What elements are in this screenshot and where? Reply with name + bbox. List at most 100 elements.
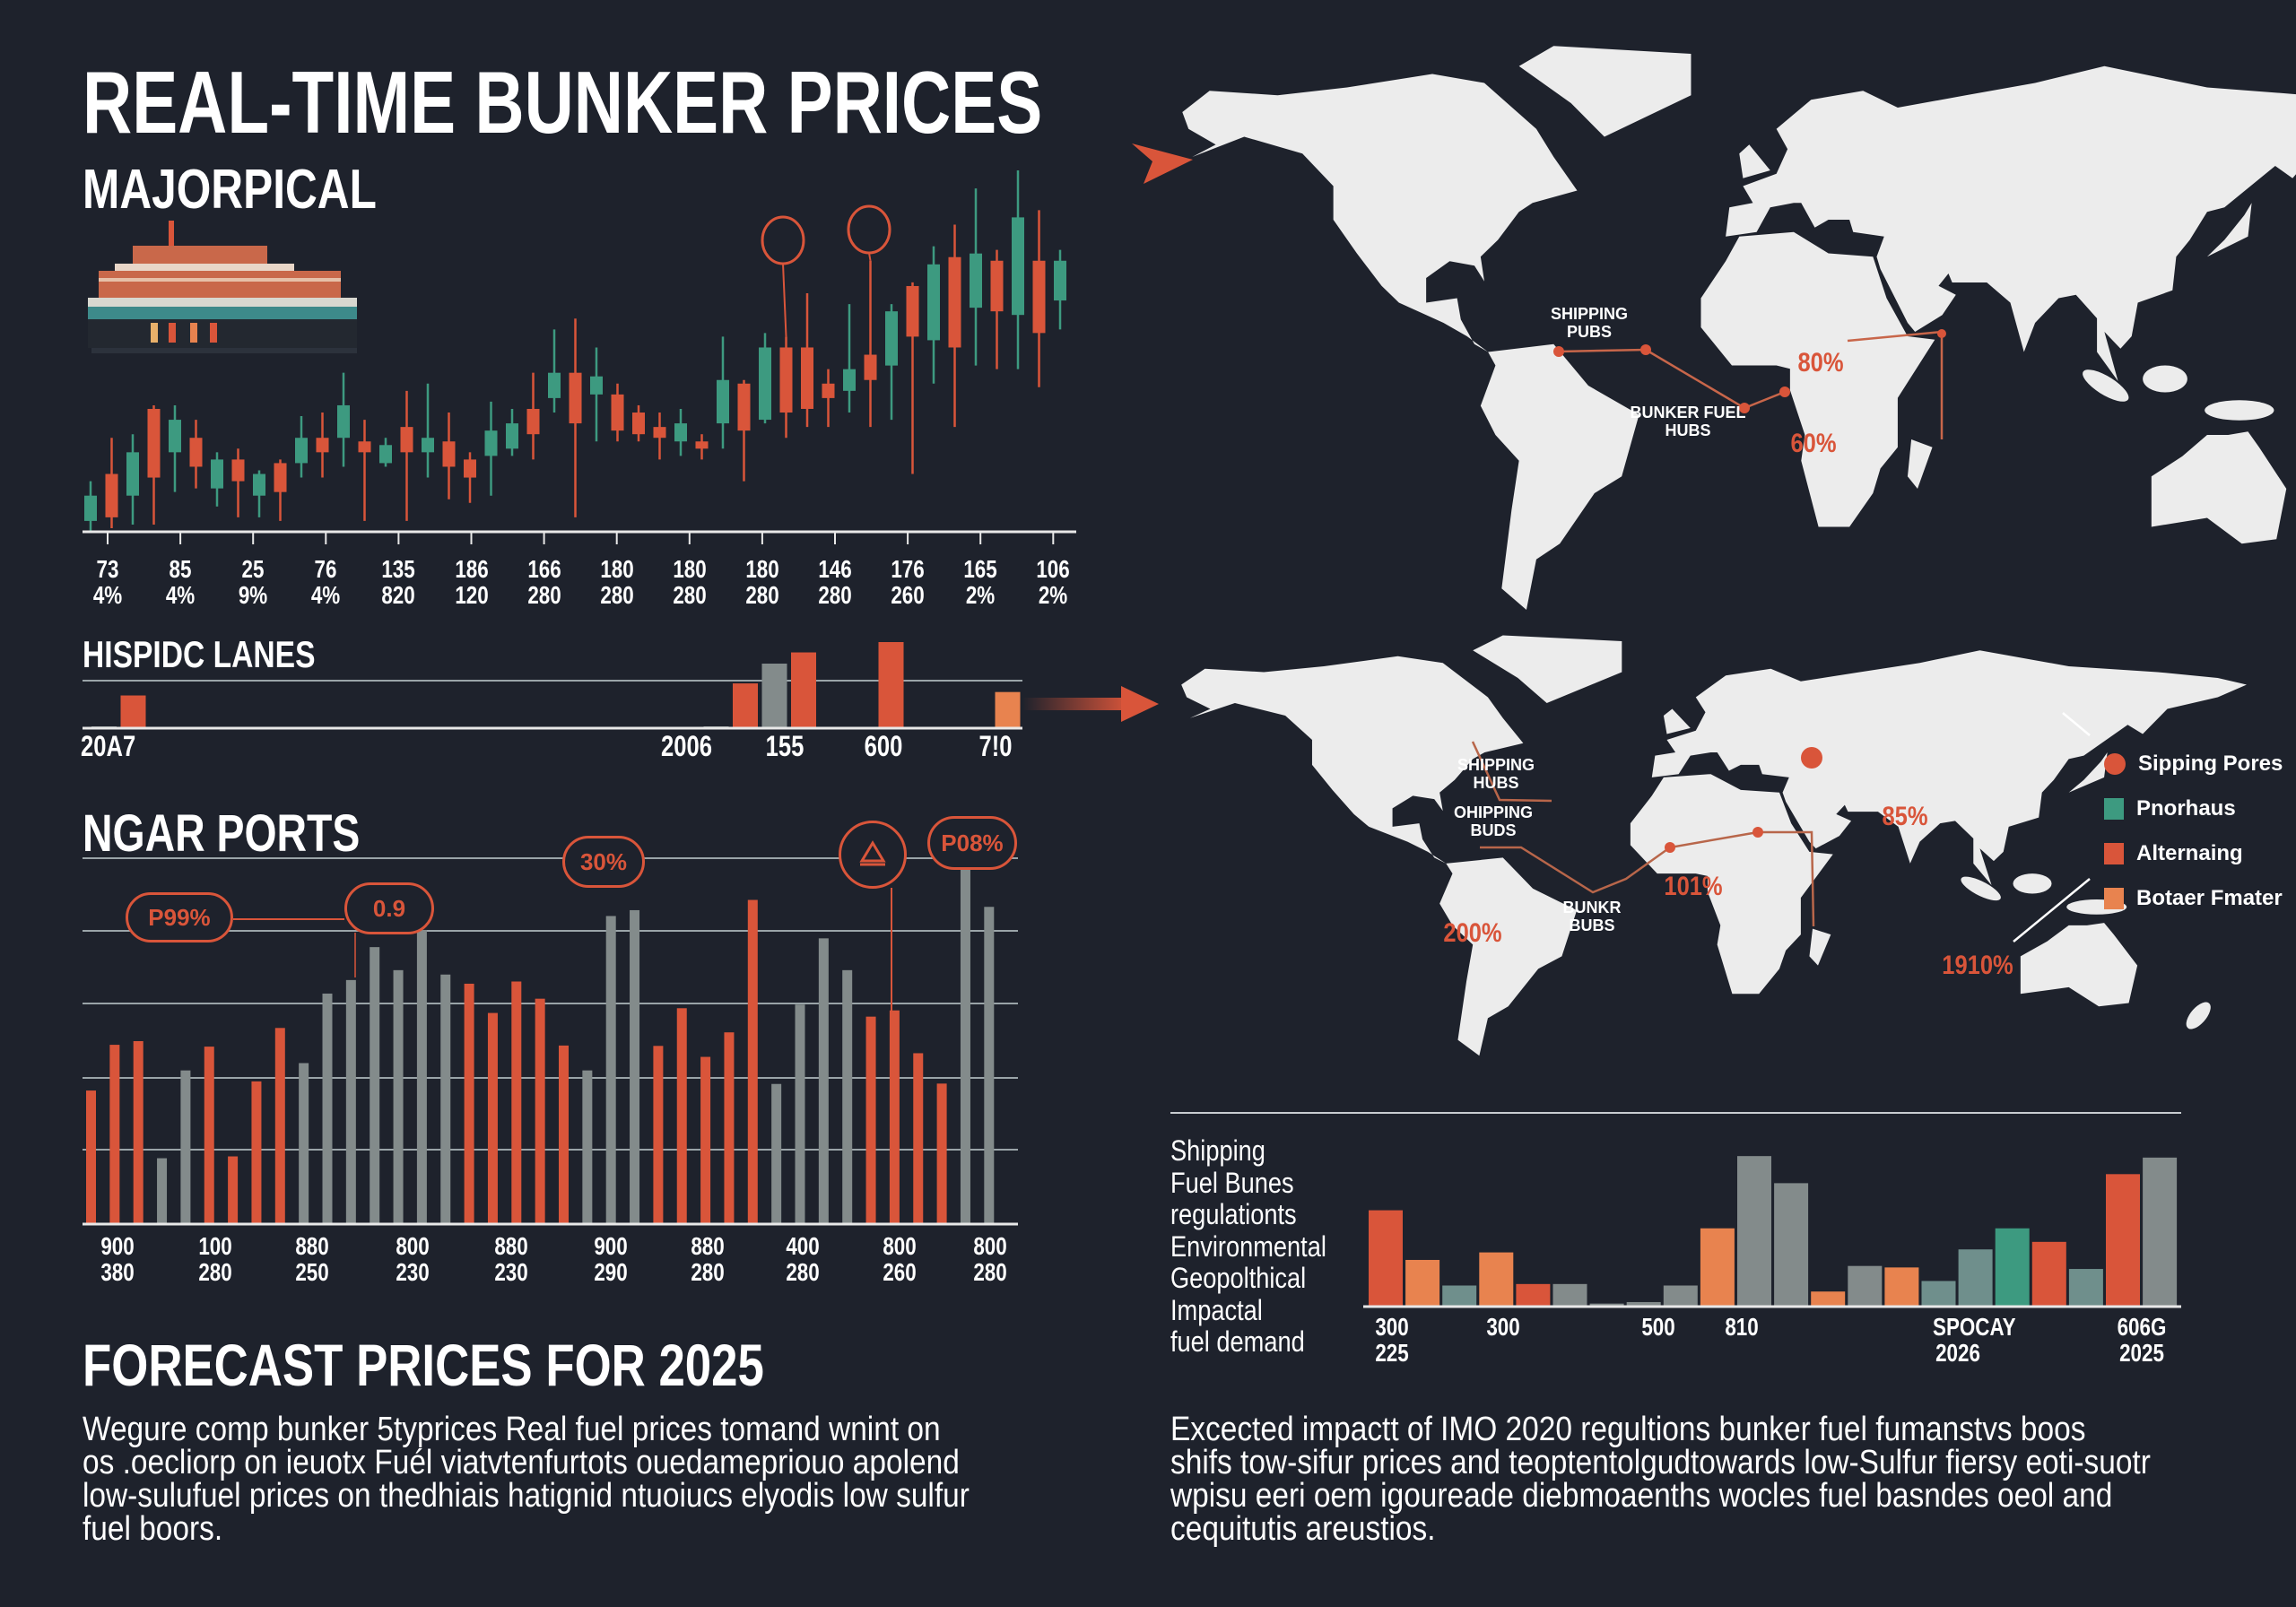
x-tick-label: 800 260	[874, 1233, 925, 1285]
impact-bar-chart	[1170, 1112, 2181, 1308]
tick-text: 25	[241, 555, 265, 583]
ship-icon	[859, 840, 886, 866]
arrow-icon	[1121, 686, 1159, 722]
bar	[1737, 1156, 1771, 1307]
bar	[865, 1016, 876, 1224]
bar	[251, 1081, 262, 1224]
x-tick-label: 800 280	[965, 1233, 1015, 1285]
bar	[795, 1004, 805, 1224]
map-label-bunker-hubs: BUNKER FUEL HUBS	[1630, 404, 1746, 439]
candle-body	[464, 459, 476, 478]
candle-body	[1032, 260, 1046, 334]
candle-body	[379, 445, 392, 464]
candle-body	[569, 372, 582, 424]
bar	[2143, 1157, 2178, 1307]
tick-text: 135	[381, 555, 416, 583]
route-dots-bottom	[1665, 747, 1822, 853]
text-line: wpisu eeri oem igoureade diebmoaenths wo…	[1170, 1477, 2113, 1515]
factor-label: Fuel Bunes	[1170, 1166, 1294, 1199]
tick-text: 820	[381, 581, 416, 609]
candle-body	[970, 253, 982, 308]
x-tick-label: 25 9%	[228, 556, 278, 608]
candlestick-chart	[83, 170, 1076, 544]
bar	[1663, 1285, 1698, 1307]
port-annotation-4: P08%	[927, 816, 1017, 870]
highlight-line	[782, 263, 787, 337]
legend-square-icon	[2104, 888, 2124, 909]
tick-text: 85	[169, 555, 192, 583]
candle-body	[885, 311, 898, 366]
factor-label: Shipping	[1170, 1134, 1265, 1167]
bar	[511, 981, 522, 1224]
candle-body	[316, 438, 329, 453]
bar	[133, 1041, 144, 1224]
bar	[1811, 1291, 1846, 1307]
x-tick-label: 810	[1717, 1314, 1767, 1340]
bar	[733, 683, 758, 728]
world-maps	[1022, 46, 2296, 1056]
candle-body	[906, 285, 919, 337]
bar	[274, 1028, 285, 1224]
bar	[995, 691, 1021, 728]
impact-description: Excected impactt of IMO 2020 regultions …	[1170, 1412, 2151, 1546]
x-tick-label: 900 380	[92, 1233, 143, 1285]
tick-text: 4%	[311, 581, 341, 609]
tick-text: 800	[883, 1232, 917, 1260]
candle-body	[737, 383, 751, 431]
x-tick-label: 500	[1633, 1314, 1683, 1340]
bar	[818, 938, 829, 1224]
bar	[370, 947, 380, 1224]
tick-text: 120	[454, 581, 489, 609]
bar	[1479, 1252, 1514, 1307]
bar	[936, 1083, 947, 1224]
tick-text: 900	[100, 1232, 135, 1260]
bar	[1958, 1249, 1993, 1307]
candle-body	[590, 376, 603, 395]
bar	[345, 979, 356, 1224]
x-tick-label: 300	[1478, 1314, 1528, 1340]
tick-text: 400	[786, 1232, 820, 1260]
candle-body	[653, 427, 666, 439]
tick-text: 2026	[1935, 1339, 1980, 1367]
x-tick-label: 400 280	[778, 1233, 828, 1285]
legend-circle-icon	[2104, 753, 2126, 775]
bar	[842, 969, 853, 1224]
tick-text: 73	[96, 555, 119, 583]
x-tick-label: 300 225	[1367, 1314, 1417, 1366]
bar	[487, 1012, 498, 1224]
tick-text: 260	[891, 581, 925, 609]
tick-text: 176	[891, 555, 925, 583]
bar	[2068, 1269, 2103, 1307]
arrow-shaft	[1022, 698, 1130, 710]
map-percentage: 101%	[1664, 872, 1723, 901]
x-tick-label: 186 120	[447, 556, 497, 608]
x-tick-label: 600	[864, 730, 903, 762]
bar	[322, 993, 333, 1224]
tick-text: 280	[526, 581, 561, 609]
candle-body	[337, 404, 350, 439]
bar	[1921, 1281, 1956, 1307]
x-tick-label: 880 250	[287, 1233, 337, 1285]
x-tick-label: SPOCAY 2026	[1933, 1314, 2016, 1367]
text-line: fuel boors.	[83, 1510, 223, 1548]
candle-body	[611, 394, 624, 431]
legend-item: Pnorhaus	[2104, 796, 2283, 821]
bar	[653, 1046, 664, 1224]
tick-text: 4%	[165, 581, 196, 609]
candle-body	[822, 383, 835, 398]
tick-text: 2025	[2119, 1339, 2164, 1367]
map-percentage: 60%	[1790, 429, 1837, 458]
candle-body	[126, 452, 139, 496]
bar	[700, 1056, 711, 1224]
bar	[120, 695, 146, 728]
bar	[535, 998, 545, 1224]
forecast-factor-labels: Shipping Fuel Bunes regulationts Environ…	[1170, 1134, 1326, 1359]
bar	[1884, 1267, 1919, 1307]
x-tick-label: 880 280	[683, 1233, 733, 1285]
bar	[1405, 1259, 1440, 1307]
map-percentage: 1910%	[1942, 951, 2013, 980]
bar	[1589, 1303, 1624, 1307]
tick-text: 180	[673, 555, 707, 583]
x-tick-label: 76 4%	[300, 556, 351, 608]
bar	[1626, 1301, 1661, 1307]
